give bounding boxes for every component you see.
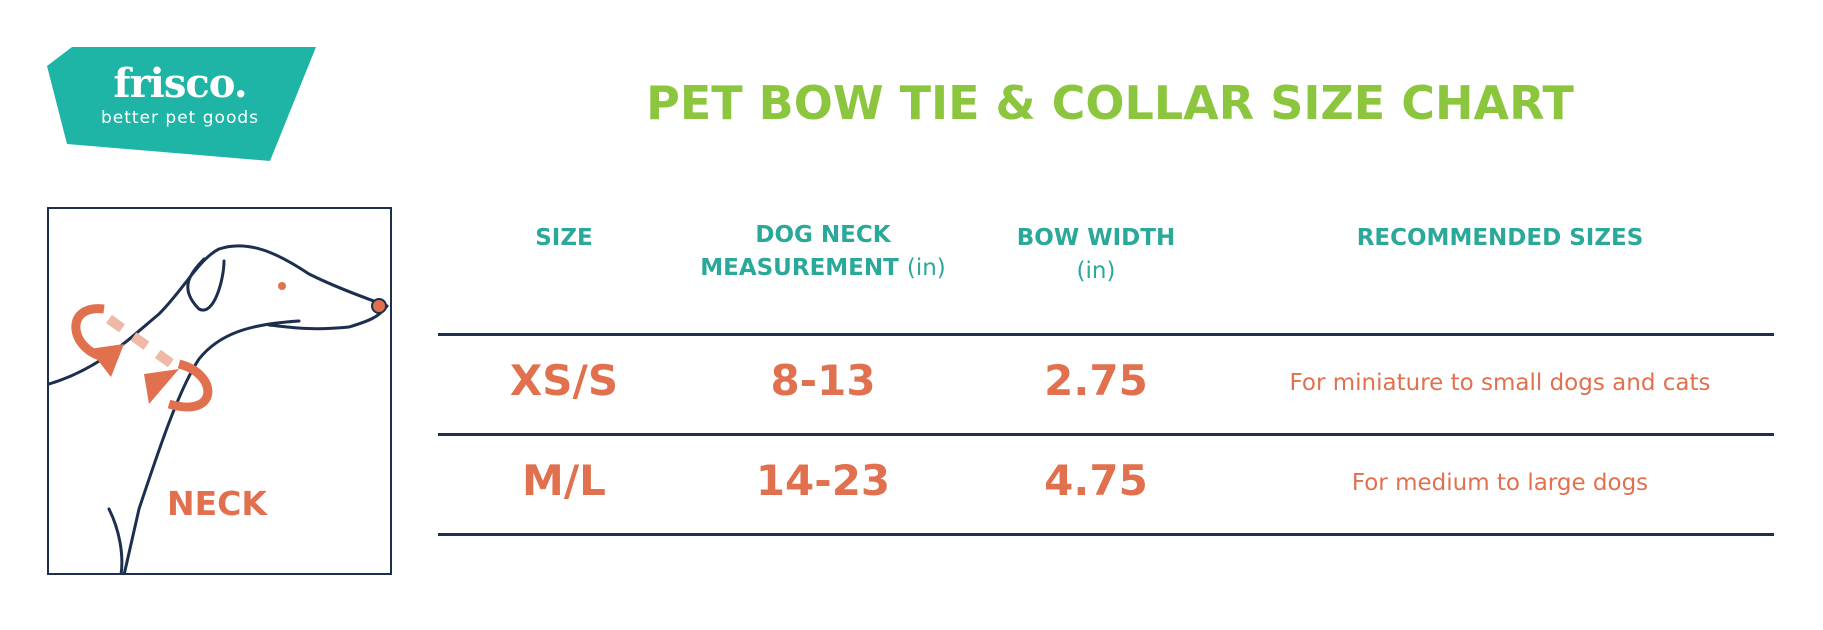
page-title: PET BOW TIE & COLLAR SIZE CHART (646, 76, 1574, 130)
header-size-text: SIZE (535, 225, 593, 251)
divider (438, 433, 1774, 436)
header-size: SIZE (484, 222, 644, 255)
neck-label: NECK (167, 484, 267, 523)
size-cell: M/L (522, 456, 606, 505)
bow-width-cell: 2.75 (1044, 356, 1148, 405)
divider (438, 333, 1774, 336)
bow-width-cell: 4.75 (1044, 456, 1148, 505)
dog-neck-illustration: NECK (47, 207, 392, 575)
size-cell: XS/S (509, 356, 619, 405)
header-recommended-text: RECOMMENDED SIZES (1356, 225, 1644, 251)
frisco-logo: frisco. better pet goods (0, 0, 330, 170)
header-neck: DOG NECK MEASUREMENT (in) (653, 219, 993, 285)
recommended-cell: For miniature to small dogs and cats (1289, 370, 1711, 396)
logo-name: frisco. (113, 60, 247, 107)
header-bow-width: BOW WIDTH (in) (976, 222, 1216, 288)
logo-tagline: better pet goods (101, 108, 259, 128)
header-bow-line1: BOW WIDTH (1016, 225, 1176, 251)
neck-cell: 8-13 (770, 356, 876, 405)
header-recommended: RECOMMENDED SIZES (1250, 222, 1750, 255)
dog-neck-measurement-icon (49, 244, 389, 575)
recommended-cell: For medium to large dogs (1351, 470, 1649, 496)
header-neck-line1: DOG NECK (755, 222, 891, 248)
header-bow-unit: (in) (1076, 258, 1116, 284)
header-neck-line2: MEASUREMENT (700, 255, 899, 281)
neck-cell: 14-23 (755, 456, 891, 505)
divider (438, 533, 1774, 536)
header-neck-unit: (in) (906, 255, 946, 281)
